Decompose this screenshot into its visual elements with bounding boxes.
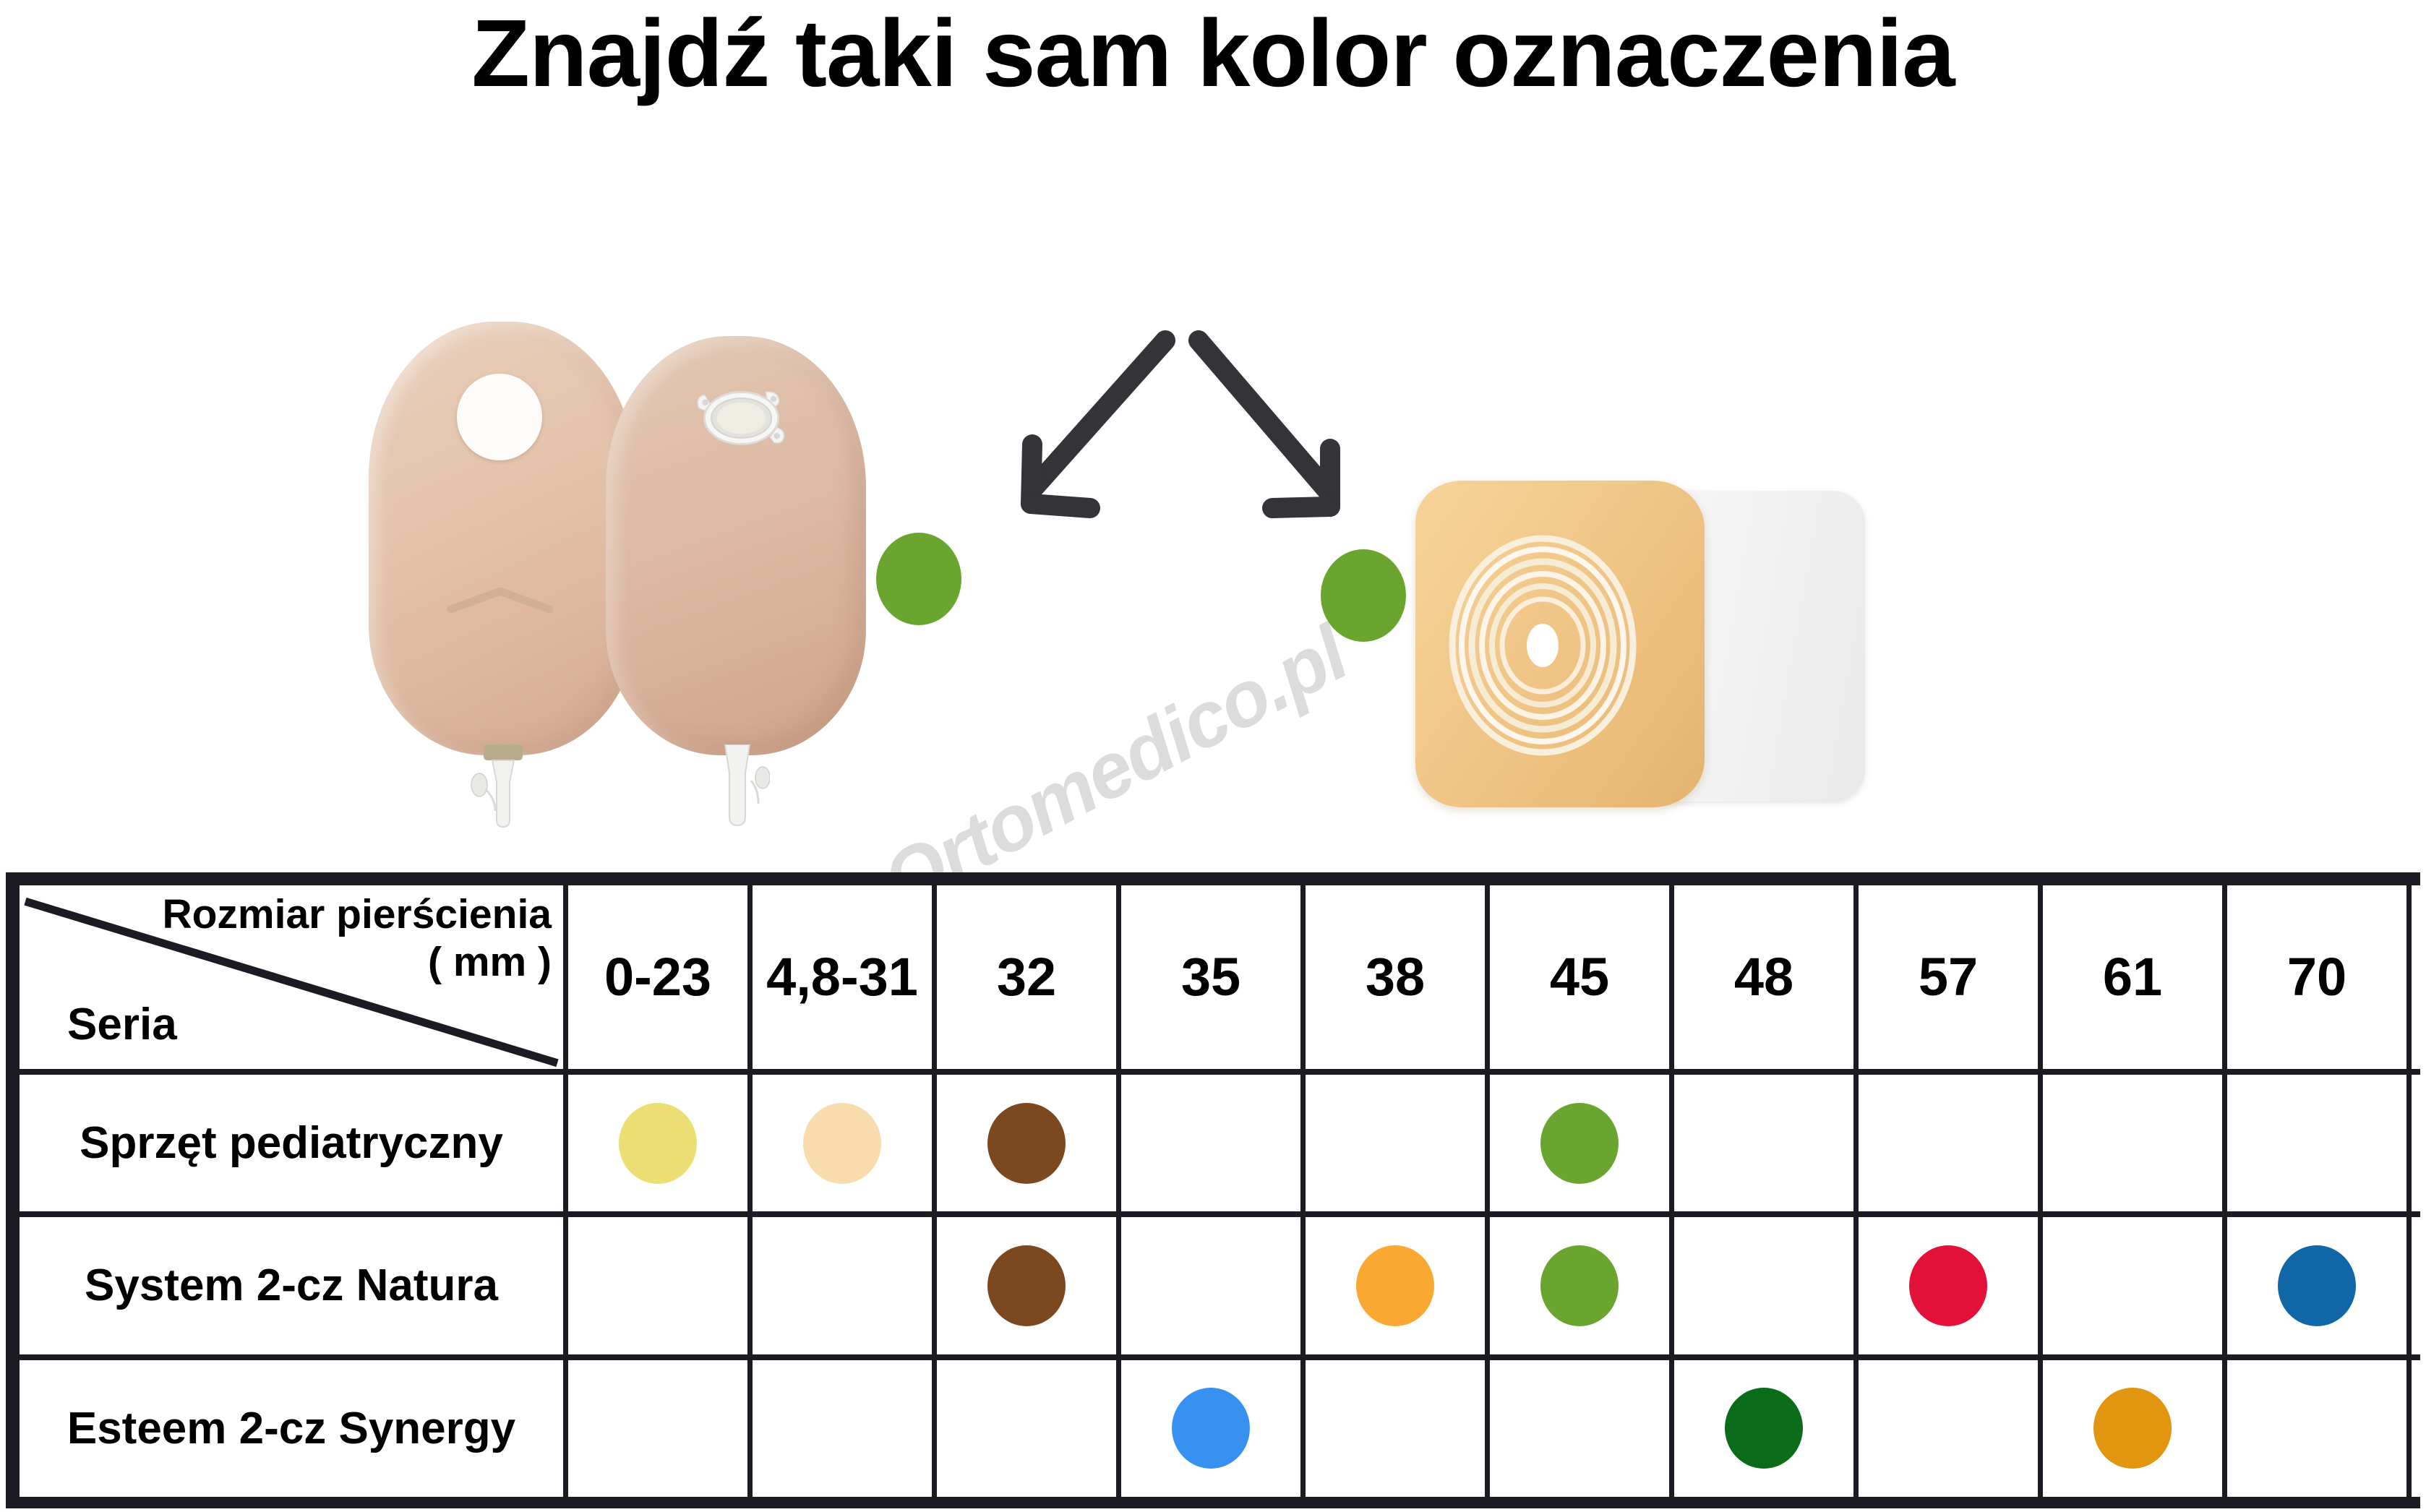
ostomy-pouch-back bbox=[606, 336, 866, 827]
cell-r0-c5 bbox=[1490, 1074, 1669, 1212]
color-marker-dot bbox=[1172, 1388, 1250, 1469]
cell-r0-c6 bbox=[1674, 1074, 1853, 1212]
green-marker-dot-right bbox=[1321, 549, 1406, 642]
pouch-opening bbox=[457, 374, 543, 460]
column-header-6: 48 bbox=[1674, 885, 1853, 1069]
row-header-1: System 2-cz Natura bbox=[20, 1217, 563, 1354]
pouch-coupling-flange-icon bbox=[697, 390, 784, 445]
color-marker-dot bbox=[2093, 1388, 2172, 1469]
cell-r2-c3 bbox=[1121, 1359, 1300, 1497]
color-marker-dot bbox=[1725, 1388, 1803, 1469]
cell-r1-c8 bbox=[2043, 1217, 2222, 1354]
column-axis-label-line2: ( mm ) bbox=[428, 938, 552, 985]
color-marker-dot bbox=[1356, 1245, 1434, 1326]
color-marker-dot bbox=[987, 1245, 1066, 1326]
color-size-table: Rozmiar pierścienia ( mm ) Seria 0-23 4,… bbox=[6, 872, 2426, 1508]
cell-r1-c1 bbox=[753, 1217, 932, 1354]
cell-r2-c7 bbox=[1859, 1359, 2038, 1497]
column-header-10: 100 bbox=[2412, 885, 2426, 1069]
cell-r0-c9 bbox=[2227, 1074, 2406, 1212]
color-marker-dot bbox=[987, 1102, 1066, 1184]
cell-r0-c10 bbox=[2412, 1074, 2426, 1212]
cell-r2-c0 bbox=[568, 1359, 747, 1497]
table-row: System 2-cz Natura bbox=[20, 1217, 2426, 1354]
cell-r1-c6 bbox=[1674, 1217, 1853, 1354]
cell-r2-c4 bbox=[1306, 1359, 1485, 1497]
color-marker-dot bbox=[1909, 1245, 1987, 1326]
green-marker-dot-left bbox=[876, 533, 961, 625]
ostomy-pouch-front bbox=[369, 322, 636, 828]
cell-r2-c9 bbox=[2227, 1359, 2406, 1497]
pouch-chevron-icon bbox=[446, 587, 554, 614]
cell-r1-c0 bbox=[568, 1217, 747, 1354]
column-header-8: 61 bbox=[2043, 885, 2222, 1069]
cell-r2-c8 bbox=[2043, 1359, 2222, 1497]
cell-r0-c8 bbox=[2043, 1074, 2222, 1212]
color-marker-dot bbox=[1540, 1245, 1619, 1326]
column-axis-label: Rozmiar pierścienia ( mm ) bbox=[162, 891, 552, 986]
column-header-1: 4,8-31 bbox=[753, 885, 932, 1069]
table-header-row: Rozmiar pierścienia ( mm ) Seria 0-23 4,… bbox=[20, 885, 2426, 1069]
cell-r2-c5 bbox=[1490, 1359, 1669, 1497]
column-header-0: 0-23 bbox=[568, 885, 747, 1069]
color-marker-dot bbox=[1540, 1102, 1619, 1184]
cell-r1-c5 bbox=[1490, 1217, 1669, 1354]
cell-r1-c4 bbox=[1306, 1217, 1485, 1354]
size-grid: Rozmiar pierścienia ( mm ) Seria 0-23 4,… bbox=[14, 880, 2426, 1503]
color-marker-dot bbox=[803, 1102, 881, 1184]
cell-r0-c1 bbox=[753, 1074, 932, 1212]
cell-r0-c3 bbox=[1121, 1074, 1300, 1212]
row-header-0: Sprzęt pediatryczny bbox=[20, 1074, 563, 1212]
column-header-9: 70 bbox=[2227, 885, 2406, 1069]
cell-r2-c6 bbox=[1674, 1359, 1853, 1497]
column-axis-label-line1: Rozmiar pierścienia bbox=[162, 891, 552, 937]
column-header-5: 45 bbox=[1490, 885, 1669, 1069]
cell-r1-c2 bbox=[937, 1217, 1116, 1354]
cell-r2-c2 bbox=[937, 1359, 1116, 1497]
pointing-arrows bbox=[1021, 330, 1340, 518]
table-row: Sprzęt pediatryczny bbox=[20, 1074, 2426, 1212]
pouch-drain-valve bbox=[724, 744, 770, 827]
color-marker-dot bbox=[2278, 1245, 2356, 1326]
cell-r2-c10 bbox=[2412, 1359, 2426, 1497]
cell-r2-c1 bbox=[753, 1359, 932, 1497]
ostomy-baseplate-group bbox=[1402, 481, 1908, 820]
column-header-3: 35 bbox=[1121, 885, 1300, 1069]
table-row: Esteem 2-cz Synergy bbox=[20, 1359, 2426, 1497]
cell-r1-c10 bbox=[2412, 1217, 2426, 1354]
cell-r0-c2 bbox=[937, 1074, 1116, 1212]
cell-r0-c0 bbox=[568, 1074, 747, 1212]
cell-r1-c9 bbox=[2227, 1217, 2406, 1354]
table-corner-cell: Rozmiar pierścienia ( mm ) Seria bbox=[20, 885, 563, 1069]
product-illustration: Ortomedico.pl bbox=[0, 155, 2426, 926]
baseplate-wafer bbox=[1415, 481, 1705, 807]
page-title: Znajdź taki sam kolor oznaczenia bbox=[471, 0, 1955, 106]
color-marker-dot bbox=[619, 1102, 697, 1184]
column-header-7: 57 bbox=[1859, 885, 2038, 1069]
cell-r0-c4 bbox=[1306, 1074, 1485, 1212]
cell-r1-c3 bbox=[1121, 1217, 1300, 1354]
column-header-4: 38 bbox=[1306, 885, 1485, 1069]
cell-r0-c7 bbox=[1859, 1074, 2038, 1212]
baseplate-rings-icon bbox=[1449, 535, 1637, 756]
column-header-2: 32 bbox=[937, 885, 1116, 1069]
cell-r1-c7 bbox=[1859, 1217, 2038, 1354]
row-header-2: Esteem 2-cz Synergy bbox=[20, 1359, 563, 1497]
pouch-drain-valve bbox=[470, 744, 523, 828]
row-axis-label: Seria bbox=[67, 999, 177, 1049]
